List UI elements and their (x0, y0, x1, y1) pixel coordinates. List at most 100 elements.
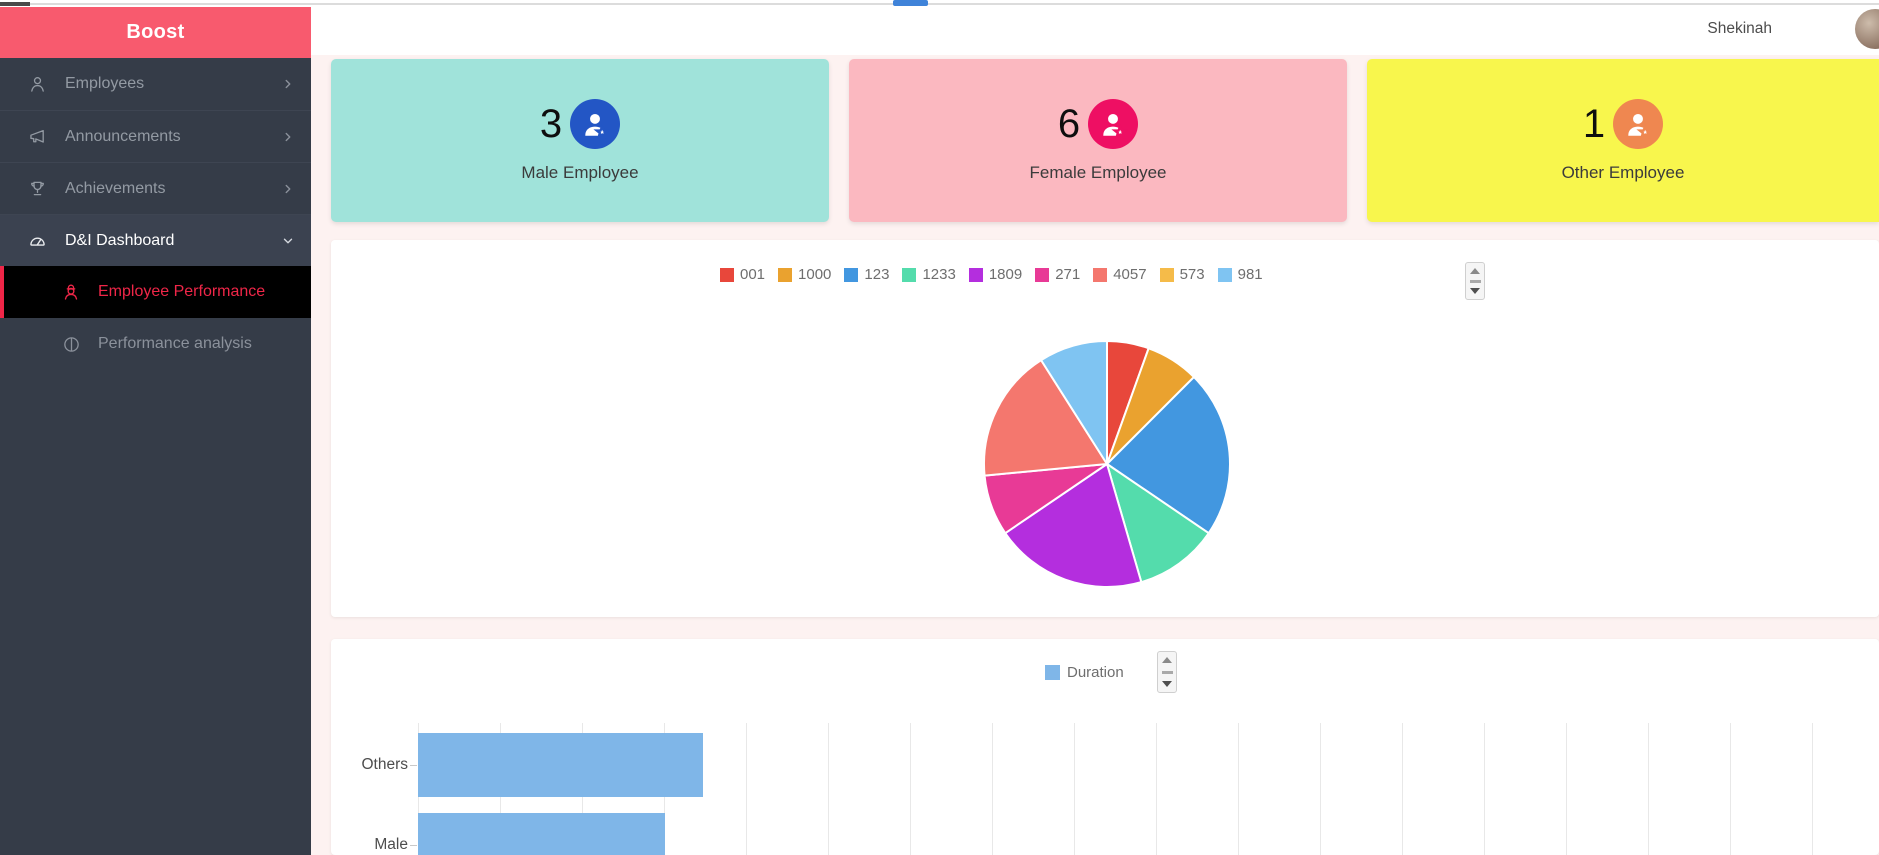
current-user-name[interactable]: Shekinah (1707, 20, 1772, 37)
pie-legend-spinner (1465, 262, 1485, 300)
gridline (1402, 723, 1403, 855)
stat-label: Male Employee (521, 162, 639, 182)
legend-swatch (902, 267, 917, 282)
bar-male[interactable] (418, 813, 665, 855)
legend-swatch (1217, 267, 1232, 282)
top-scroll-track (0, 3, 1879, 5)
legend-item[interactable]: 1809 (967, 264, 1024, 285)
legend-item[interactable]: 1233 (900, 264, 957, 285)
gridline (1320, 723, 1321, 855)
stat-card-other: 1 Other Employee (1367, 59, 1879, 222)
stat-value: 3 (539, 101, 563, 146)
pie-slice-981[interactable] (1040, 340, 1108, 465)
legend-item[interactable]: 271 (1033, 264, 1082, 285)
legend-label: 123 (864, 266, 890, 283)
gridline (1648, 723, 1649, 855)
gridline (828, 723, 829, 855)
sidebar-item-label: Achievements (65, 179, 166, 197)
stat-card-male: 3 Male Employee (331, 59, 829, 222)
spinner-down-button[interactable] (1162, 681, 1172, 687)
top-scroll-thumb[interactable] (893, 0, 928, 6)
pie-slice-1233[interactable] (1106, 463, 1210, 584)
top-scroll-strip (0, 0, 1879, 7)
sidebar-item-achievements[interactable]: Achievements (0, 162, 311, 214)
pie-slice-4057[interactable] (983, 359, 1108, 477)
circle-line-icon (60, 333, 82, 355)
legend-label: 1809 (988, 266, 1023, 283)
legend-item[interactable]: 1000 (776, 264, 833, 285)
category-label: Male (374, 836, 408, 853)
legend-label: 1000 (798, 266, 832, 283)
person-star-icon (1613, 98, 1664, 149)
gridline (1156, 723, 1157, 855)
spinner-down-button[interactable] (1470, 288, 1480, 294)
chevron-down-icon (279, 232, 297, 250)
pie-chart-panel: 001 1000 123 1233 1809 271 4057 573 981 (331, 240, 1879, 617)
spinner-divider (1161, 670, 1173, 674)
legend-label: 4057 (1113, 266, 1147, 283)
chevron-right-icon (279, 128, 297, 146)
legend-swatch (844, 267, 859, 282)
legend-item[interactable]: 4057 (1091, 264, 1148, 285)
gridline (1730, 723, 1731, 855)
trophy-icon (26, 178, 48, 200)
chevron-right-icon (279, 75, 297, 93)
legend-swatch (778, 267, 793, 282)
sidebar-subitem-employee-performance[interactable]: Employee Performance (0, 266, 311, 318)
legend-swatch (968, 267, 983, 282)
gridline (1238, 723, 1239, 855)
legend-swatch (1045, 665, 1060, 680)
gridline (992, 723, 993, 855)
bar-others[interactable] (418, 733, 703, 797)
gridline (1484, 723, 1485, 855)
user-avatar[interactable] (1855, 9, 1879, 49)
legend-label: 001 (740, 266, 766, 283)
person-icon (26, 73, 48, 95)
gridline (746, 723, 747, 855)
stat-value: 1 (1582, 101, 1606, 146)
bar-legend-spinner (1157, 651, 1177, 693)
legend-label: 1233 (922, 266, 956, 283)
bar-chart[interactable]: Others Male (331, 639, 1879, 855)
stat-label: Female Employee (1029, 162, 1167, 182)
stat-label: Other Employee (1561, 162, 1685, 182)
legend-item[interactable]: 573 (1158, 264, 1207, 285)
stat-card-female: 6 Female Employee (849, 59, 1347, 222)
bar-chart-panel: Others Male Duration (331, 639, 1879, 855)
pie-slice-1809[interactable] (1004, 463, 1143, 588)
stat-value: 6 (1057, 101, 1081, 146)
legend-item[interactable]: 981 (1216, 264, 1265, 285)
gridline (910, 723, 911, 855)
sidebar-subitem-performance-analysis[interactable]: Performance analysis (0, 318, 311, 370)
stat-card-header: 3 (539, 98, 621, 149)
legend-swatch (1093, 267, 1108, 282)
sidebar-item-label: D&I Dashboard (65, 231, 175, 249)
sidebar-subitem-label: Employee Performance (98, 283, 266, 300)
legend-swatch (1159, 267, 1174, 282)
legend-item[interactable]: 123 (842, 264, 891, 285)
spinner-up-button[interactable] (1470, 268, 1480, 274)
sidebar-item-label: Announcements (65, 127, 181, 145)
top-bar: Shekinah (311, 7, 1879, 55)
spinner-up-button[interactable] (1162, 657, 1172, 663)
gauge-icon (26, 230, 48, 252)
bar-legend-item[interactable]: Duration (1045, 664, 1124, 681)
sidebar-subitem-label: Performance analysis (98, 335, 252, 352)
pie-chart[interactable] (977, 334, 1237, 594)
legend-label: 981 (1237, 266, 1263, 283)
sidebar-item-announcements[interactable]: Announcements (0, 110, 311, 162)
top-left-segment (0, 2, 30, 6)
brand-header: Boost (0, 7, 311, 58)
pie-slice-123[interactable] (1106, 376, 1231, 535)
engineer-person-icon (60, 281, 82, 303)
axis-tick (410, 765, 417, 766)
spinner-divider (1469, 279, 1481, 283)
megaphone-icon (26, 126, 48, 148)
legend-swatch (720, 267, 734, 282)
legend-label: Duration (1067, 664, 1124, 681)
legend-item[interactable]: 001 (718, 264, 767, 285)
axis-tick (410, 845, 417, 846)
sidebar-item-employees[interactable]: Employees (0, 58, 311, 110)
sidebar-item-dni-dashboard[interactable]: D&I Dashboard (0, 214, 311, 266)
